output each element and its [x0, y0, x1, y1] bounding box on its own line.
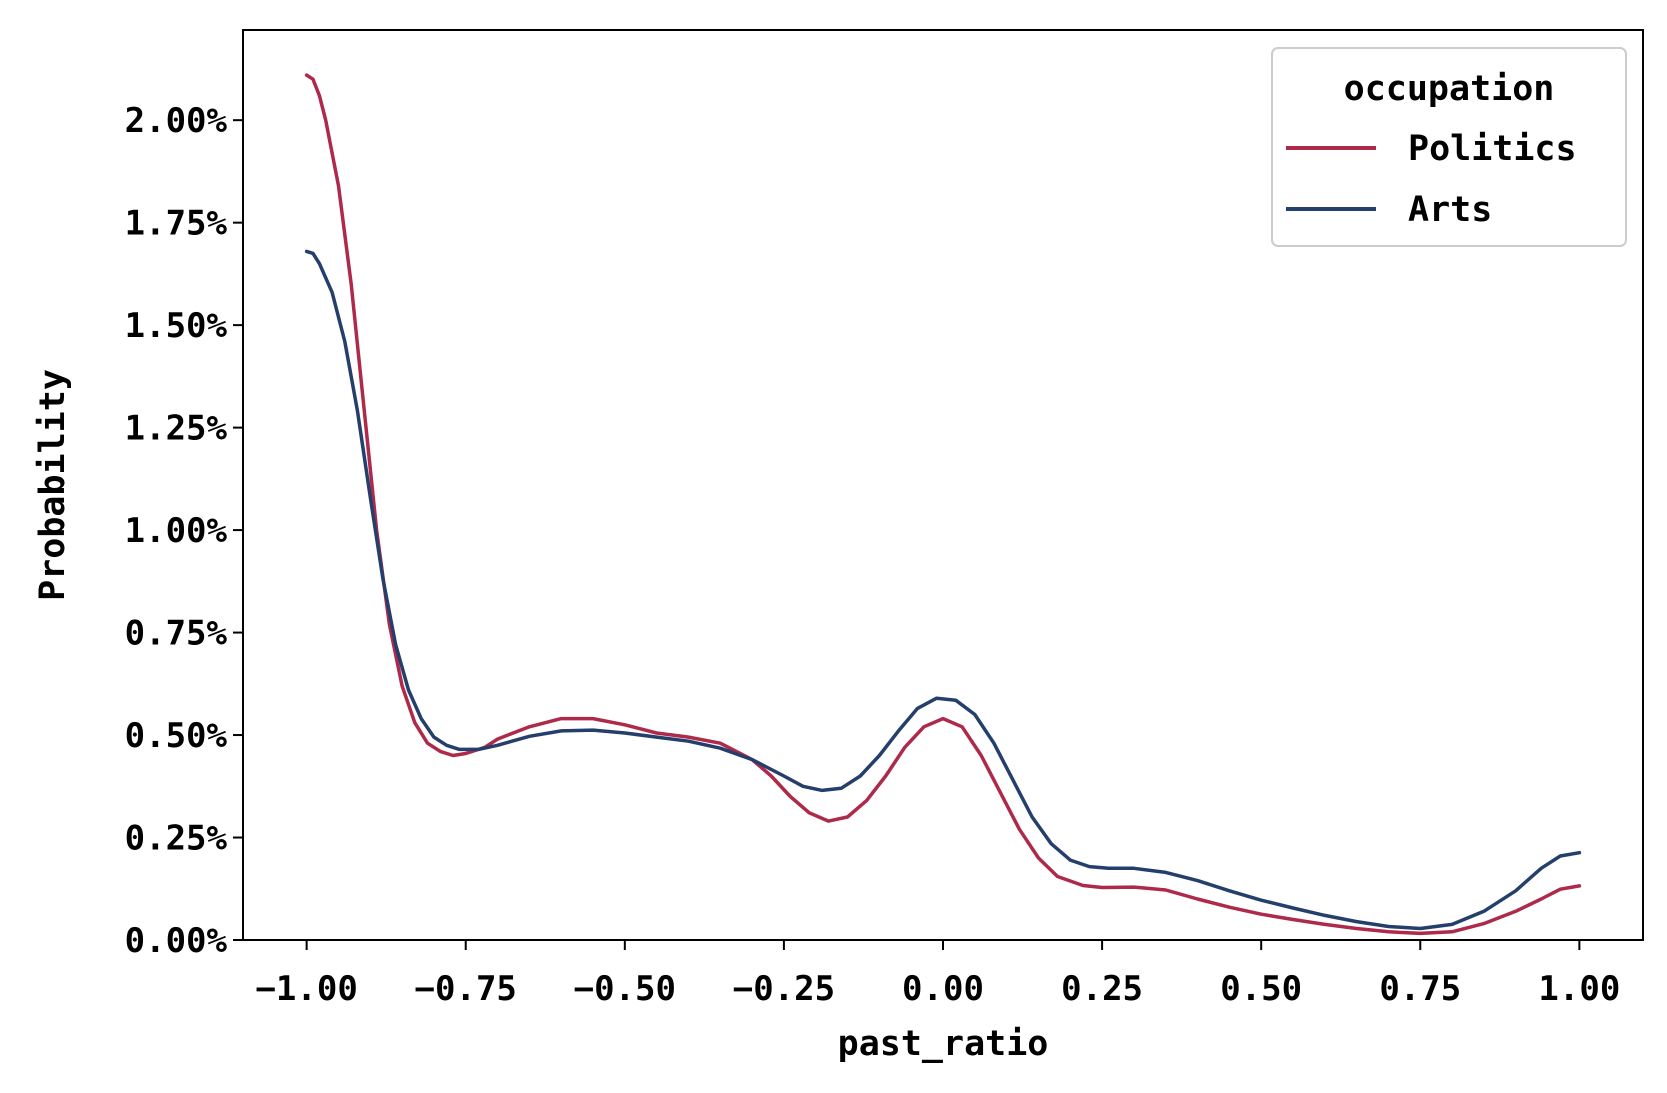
x-tick-label: 0.25	[1061, 969, 1143, 1009]
y-tick-label: 1.50%	[125, 306, 228, 346]
legend-label-politics: Politics	[1408, 129, 1577, 169]
y-tick-label: 1.25%	[125, 409, 228, 449]
y-tick-label: 0.75%	[125, 614, 228, 654]
y-tick-label: 0.50%	[125, 716, 228, 756]
x-tick-label: 0.00	[902, 969, 984, 1009]
series-line-arts	[304, 249, 1582, 931]
legend-label-arts: Arts	[1408, 190, 1492, 230]
series-line-politics	[304, 73, 1582, 936]
x-axis: −1.00 −0.75 −0.50 −0.25 0.00 0.25 0.50 0.75 1.00	[255, 940, 1620, 1009]
x-tick-label: 0.75	[1379, 969, 1461, 1009]
y-tick-label: 0.25%	[125, 819, 228, 859]
x-tick-label: −1.00	[255, 969, 357, 1009]
legend-title: occupation	[1344, 69, 1555, 109]
x-tick-label: 1.00	[1538, 969, 1620, 1009]
legend: occupation Politics Arts	[1271, 47, 1627, 247]
x-axis-title: past_ratio	[838, 1024, 1049, 1064]
y-tick-label: 1.75%	[125, 204, 228, 244]
series-layer	[304, 73, 1582, 936]
y-tick-label: 0.00%	[125, 921, 228, 961]
x-tick-label: 0.50	[1220, 969, 1302, 1009]
x-tick-label: −0.25	[733, 969, 835, 1009]
y-axis-title: Probability	[33, 369, 73, 601]
y-tick-label: 2.00%	[125, 101, 228, 141]
y-tick-label: 1.00%	[125, 511, 228, 551]
legend-box	[1271, 47, 1627, 247]
x-tick-label: −0.75	[415, 969, 517, 1009]
x-tick-label: −0.50	[574, 969, 676, 1009]
y-axis: 0.00% 0.25% 0.50% 0.75% 1.00% 1.25% 1.50% 1.75%…	[125, 101, 243, 961]
